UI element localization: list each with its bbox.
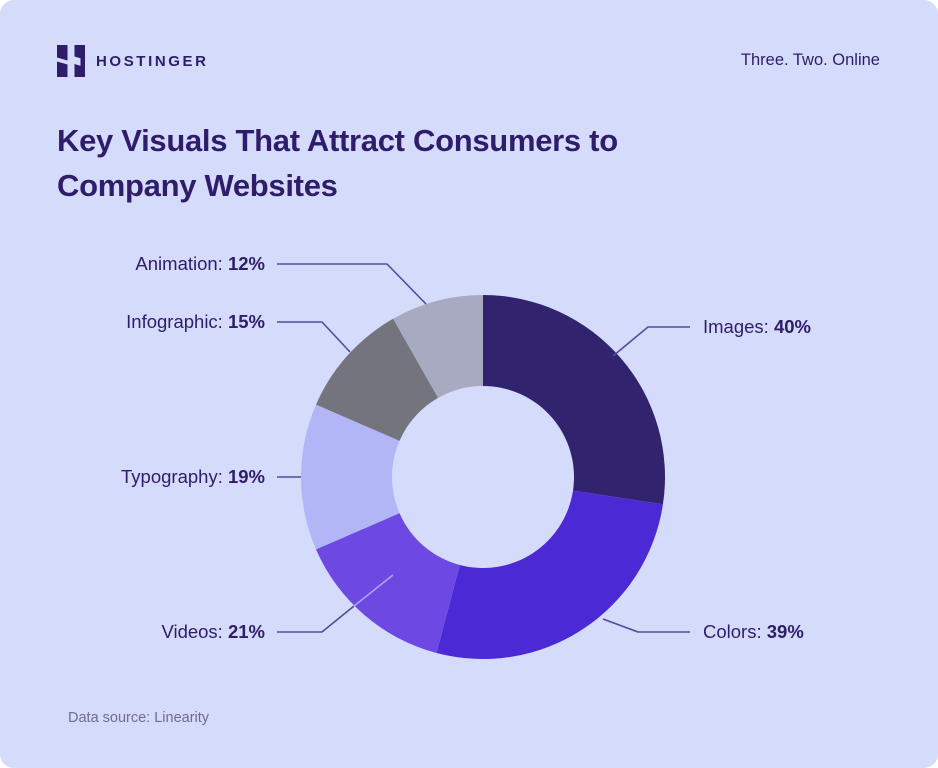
data-source: Data source: Linearity [68,710,210,726]
label-typography-value: 19% [227,466,265,487]
label-colors-value: 39% [766,621,804,642]
label-colors: Colors: 39% [703,621,804,643]
brand-tagline: Three. Two. Online [740,51,880,69]
page-title: Key Visuals That Attract Consumers to Com… [57,118,618,208]
label-infographic: Infographic: 15% [126,311,265,333]
label-connectors [277,263,690,633]
label-images-name: Images: [703,316,774,337]
label-infographic-value: 15% [227,311,265,332]
label-colors-name: Colors: [703,621,767,642]
brand-wordmark: HOSTINGER [96,52,209,70]
label-typography-name: Typography: [121,466,228,487]
label-animation-name: Animation: [135,253,228,274]
connector-animation [277,263,427,305]
label-images: Images: 40% [703,316,811,338]
page-title-line2: Company Websites [57,168,338,203]
slice-videos [316,513,460,653]
donut-slices [301,295,666,660]
label-videos: Videos: 21% [161,621,265,643]
connector-videos [277,605,355,633]
label-videos-name: Videos: [161,621,228,642]
connector-infographic [277,321,351,353]
slice-typography [301,404,400,550]
label-infographic-name: Infographic: [126,311,228,332]
label-animation-value: 12% [227,253,265,274]
page-title-line1: Key Visuals That Attract Consumers to [57,123,618,158]
label-videos-value: 21% [227,621,265,642]
slice-animation [393,295,483,398]
hostinger-logo-icon [57,45,85,77]
connector-videos-inner [353,574,394,607]
connector-colors [602,618,690,633]
label-animation: Animation: 12% [135,253,265,275]
brand: HOSTINGER [57,45,209,77]
label-images-value: 40% [773,316,811,337]
label-typography: Typography: 19% [121,466,265,488]
slice-infographic [316,318,439,441]
connector-images [612,326,690,357]
slice-images [483,295,666,505]
slice-colors [436,490,663,660]
